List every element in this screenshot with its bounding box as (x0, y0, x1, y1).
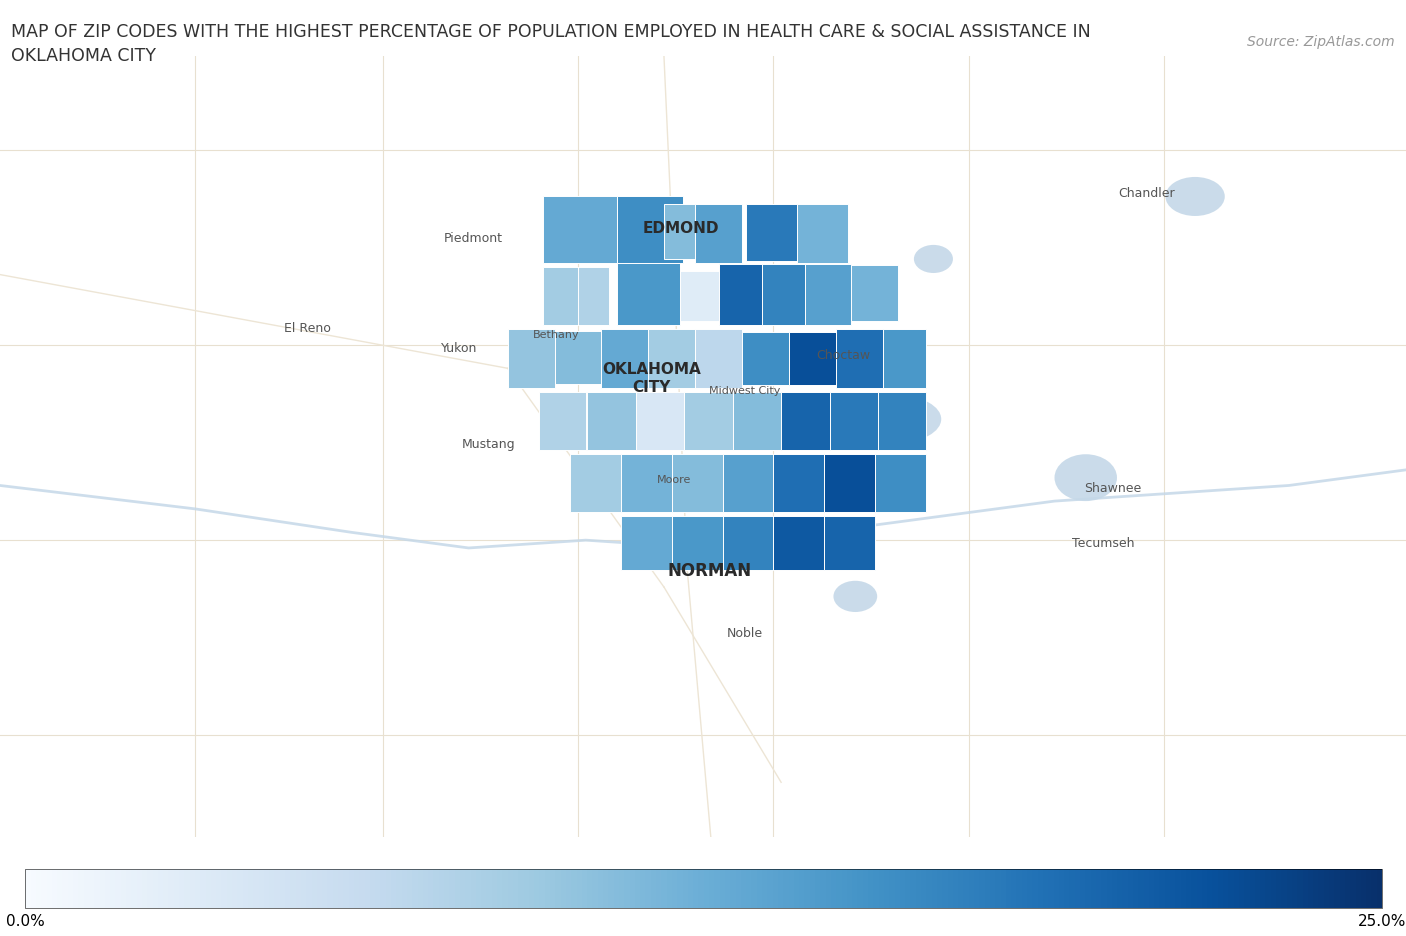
Bar (824, 455, 875, 513)
Text: Source: ZipAtlas.com: Source: ZipAtlas.com (1247, 35, 1395, 49)
Bar (578, 268, 609, 326)
Bar (830, 392, 877, 451)
Bar (852, 266, 898, 322)
Text: EDMOND: EDMOND (643, 221, 720, 236)
Ellipse shape (914, 245, 953, 273)
Bar (621, 455, 672, 513)
Ellipse shape (762, 402, 817, 437)
Bar (835, 329, 883, 388)
Bar (797, 205, 848, 264)
Bar (685, 392, 733, 451)
Bar (877, 392, 927, 451)
Bar (695, 329, 742, 388)
Text: OKLAHOMA CITY: OKLAHOMA CITY (11, 47, 156, 65)
Bar (782, 392, 830, 451)
Bar (723, 517, 773, 570)
Text: Mustang: Mustang (463, 437, 516, 450)
Bar (723, 455, 773, 513)
Bar (718, 265, 762, 326)
Bar (789, 333, 835, 386)
Bar (664, 205, 711, 259)
Bar (672, 517, 723, 570)
Bar (804, 265, 852, 326)
Ellipse shape (855, 396, 941, 443)
Bar (602, 329, 648, 388)
Ellipse shape (1054, 455, 1116, 502)
Bar (636, 392, 685, 451)
Bar (747, 205, 797, 261)
Bar (571, 455, 621, 513)
Bar (538, 392, 586, 451)
Text: Tecumseh: Tecumseh (1073, 536, 1135, 549)
Text: OKLAHOMA
CITY: OKLAHOMA CITY (602, 362, 700, 394)
Bar (617, 264, 679, 326)
Text: Bethany: Bethany (533, 329, 579, 340)
Bar (773, 517, 824, 570)
Bar (543, 268, 582, 326)
Bar (672, 455, 723, 513)
Text: NORMAN: NORMAN (668, 562, 752, 579)
Bar (588, 392, 636, 451)
Text: Choctaw: Choctaw (817, 348, 870, 361)
Text: Shawnee: Shawnee (1084, 481, 1140, 494)
Text: Noble: Noble (727, 626, 763, 639)
Text: El Reno: El Reno (284, 322, 330, 335)
Bar (742, 333, 789, 386)
Bar (617, 197, 683, 264)
Bar (648, 329, 695, 388)
Bar (875, 455, 925, 513)
Bar (762, 265, 804, 326)
Ellipse shape (1166, 178, 1225, 217)
Text: Chandler: Chandler (1118, 187, 1175, 200)
Bar (824, 517, 875, 570)
Ellipse shape (834, 581, 877, 612)
Text: Midwest City: Midwest City (709, 386, 780, 396)
Text: MAP OF ZIP CODES WITH THE HIGHEST PERCENTAGE OF POPULATION EMPLOYED IN HEALTH CA: MAP OF ZIP CODES WITH THE HIGHEST PERCEN… (11, 23, 1091, 41)
Bar (554, 331, 602, 385)
Bar (883, 329, 925, 388)
Bar (733, 392, 782, 451)
Text: Yukon: Yukon (441, 342, 478, 355)
Bar (695, 205, 742, 264)
Text: Piedmont: Piedmont (444, 231, 503, 244)
Bar (679, 271, 718, 322)
Text: Moore: Moore (657, 475, 692, 485)
Bar (508, 329, 554, 388)
Bar (543, 197, 617, 264)
Bar (773, 455, 824, 513)
Bar (621, 517, 672, 570)
